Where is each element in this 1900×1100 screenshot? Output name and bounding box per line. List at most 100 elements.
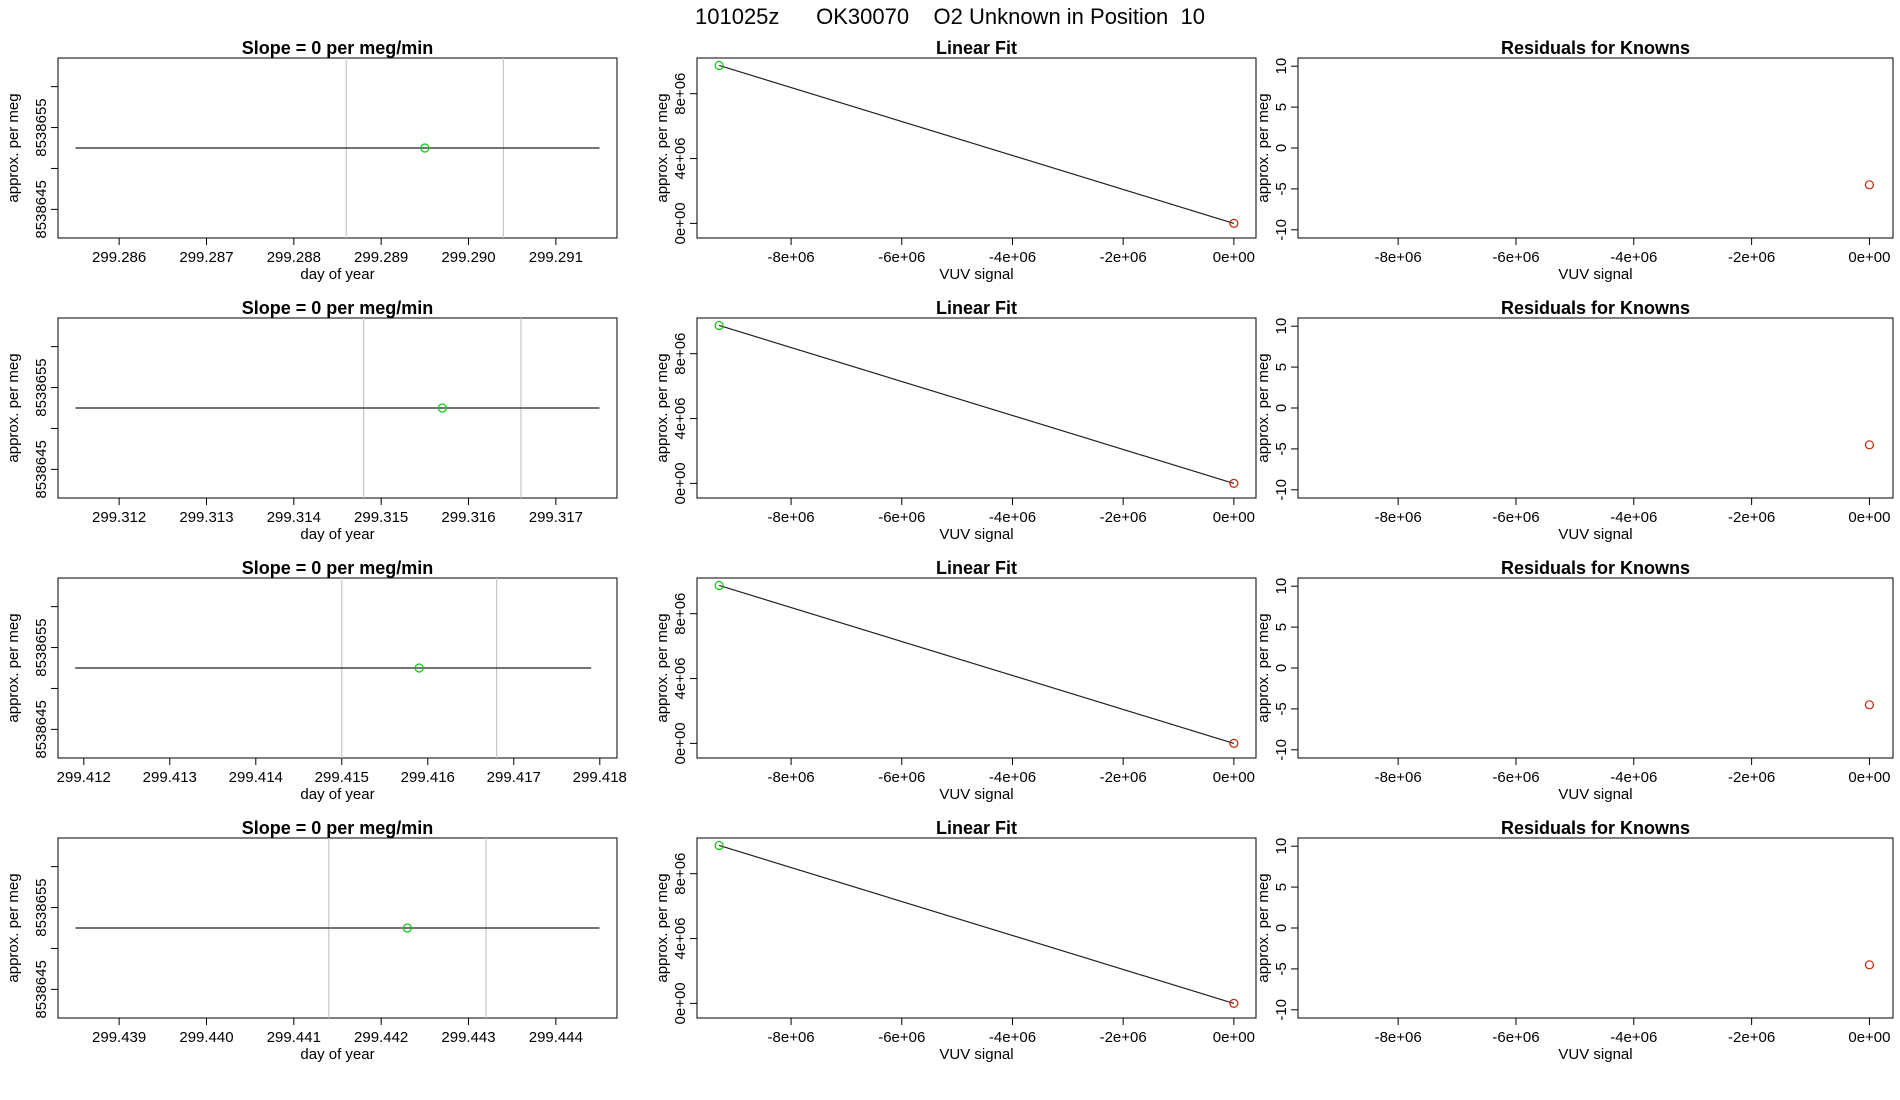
- x-tick-label: 299.288: [267, 249, 321, 266]
- y-tick-label: 8e+06: [672, 73, 689, 115]
- x-axis-label: VUV signal: [1558, 266, 1632, 283]
- plot-frame: [1297, 57, 1894, 239]
- x-tick-label: 0e+00: [1848, 769, 1890, 786]
- x-axis-label: day of year: [300, 1046, 374, 1063]
- chart-panel-linear_fit-row-1: Linear Fit -8e+06 -6e+06 -4e+06 -2e+06 0e+00 0…: [654, 38, 1257, 283]
- x-tick-label: -4e+06: [1610, 249, 1657, 266]
- x-tick-label: 299.442: [354, 1029, 408, 1046]
- y-tick-label: 4e+06: [672, 917, 689, 959]
- x-tick-label: -2e+06: [1100, 1029, 1147, 1046]
- x-tick-label: 299.312: [92, 509, 146, 526]
- x-tick-label: -2e+06: [1100, 509, 1147, 526]
- y-axis-label: approx. per meg: [5, 93, 22, 202]
- chart-title: Linear Fit: [936, 558, 1017, 578]
- x-tick-label: 299.314: [267, 509, 321, 526]
- chart-panel-residuals-row-4: Residuals for Knowns -8e+06 -6e+06 -4e+06 -2…: [1255, 818, 1894, 1063]
- x-tick-label: 299.316: [441, 509, 495, 526]
- y-axis-label: approx. per meg: [5, 613, 22, 722]
- chart-title: Slope = 0 per meg/min: [242, 818, 434, 838]
- unknown-point: [1229, 218, 1239, 229]
- chart-panel-linear_fit-row-3: Linear Fit -8e+06 -6e+06 -4e+06 -2e+06 0e+00 0…: [654, 558, 1257, 803]
- x-tick-label: 299.412: [57, 769, 111, 786]
- y-tick-label: 5: [1273, 363, 1290, 371]
- x-tick-label: -4e+06: [989, 509, 1036, 526]
- chart-panel-residuals-row-3: Residuals for Knowns -8e+06 -6e+06 -4e+06 -2…: [1255, 558, 1894, 803]
- known-point: [414, 663, 424, 673]
- y-tick-label: -10: [1273, 739, 1290, 761]
- x-tick-label: -4e+06: [989, 249, 1036, 266]
- plot-frame: [57, 57, 618, 239]
- x-tick-label: 299.286: [92, 249, 146, 266]
- y-tick-label: 4e+06: [672, 397, 689, 439]
- fit-line: [718, 584, 1235, 744]
- y-axis-label: approx. per meg: [654, 873, 671, 982]
- plot-frame: [696, 317, 1257, 499]
- y-tick-label: 5: [1273, 103, 1290, 111]
- x-tick-label: 299.444: [529, 1029, 583, 1046]
- y-tick-label: -5: [1273, 182, 1290, 195]
- y-tick-label: 8e+06: [672, 853, 689, 895]
- y-tick-label: 8e+06: [672, 593, 689, 635]
- x-tick-label: -6e+06: [1492, 1029, 1539, 1046]
- x-tick-label: 0e+00: [1848, 1029, 1890, 1046]
- plot-frame: [696, 837, 1257, 1019]
- x-tick-label: -8e+06: [1375, 509, 1422, 526]
- x-tick-label: -8e+06: [768, 1029, 815, 1046]
- chart-title: Linear Fit: [936, 38, 1017, 58]
- known-point: [714, 580, 724, 591]
- y-tick-label: 8538655: [33, 98, 50, 156]
- unknown-point: [1229, 998, 1239, 1009]
- x-tick-label: 299.414: [229, 769, 283, 786]
- plot-frame: [1297, 577, 1894, 759]
- y-tick-label: 8e+06: [672, 333, 689, 375]
- y-tick-label: 8538655: [33, 618, 50, 676]
- x-tick-label: 299.441: [267, 1029, 321, 1046]
- x-tick-label: 0e+00: [1213, 509, 1255, 526]
- residual-point: [1864, 960, 1875, 970]
- unknown-point: [1229, 478, 1239, 489]
- x-tick-label: 0e+00: [1848, 249, 1890, 266]
- x-tick-label: 0e+00: [1213, 769, 1255, 786]
- y-tick-label: -10: [1273, 479, 1290, 501]
- x-tick-label: 299.313: [179, 509, 233, 526]
- chart-title: Slope = 0 per meg/min: [242, 38, 434, 58]
- chart-title: Residuals for Knowns: [1501, 38, 1690, 58]
- y-tick-label: -5: [1273, 442, 1290, 455]
- y-axis-label: approx. per meg: [1255, 613, 1272, 722]
- x-tick-label: 299.443: [441, 1029, 495, 1046]
- x-tick-label: 299.416: [401, 769, 455, 786]
- x-tick-label: 0e+00: [1213, 249, 1255, 266]
- x-axis-label: VUV signal: [1558, 526, 1632, 543]
- y-tick-label: 8538645: [33, 700, 50, 758]
- y-axis-label: approx. per meg: [1255, 93, 1272, 202]
- plot-frame: [1297, 837, 1894, 1019]
- known-point: [437, 403, 447, 413]
- page-title: 101025z OK30070 O2 Unknown in Position 1…: [695, 4, 1205, 29]
- chart-title: Linear Fit: [936, 818, 1017, 838]
- x-axis-label: VUV signal: [939, 786, 1013, 803]
- x-axis-label: VUV signal: [1558, 1046, 1632, 1063]
- x-tick-label: -2e+06: [1100, 769, 1147, 786]
- x-tick-label: 299.287: [179, 249, 233, 266]
- x-tick-label: -4e+06: [1610, 1029, 1657, 1046]
- x-tick-label: 299.291: [529, 249, 583, 266]
- x-tick-label: 299.418: [573, 769, 627, 786]
- y-tick-label: 0e+00: [672, 722, 689, 764]
- y-tick-label: 10: [1273, 838, 1290, 855]
- plot-frame: [696, 577, 1257, 759]
- y-tick-label: 8538645: [33, 440, 50, 498]
- y-tick-label: 10: [1273, 578, 1290, 595]
- x-axis-label: VUV signal: [939, 526, 1013, 543]
- x-axis-label: day of year: [300, 526, 374, 543]
- x-tick-label: 299.413: [143, 769, 197, 786]
- residual-point: [1864, 700, 1875, 710]
- x-tick-label: -4e+06: [1610, 769, 1657, 786]
- y-axis-label: approx. per meg: [5, 873, 22, 982]
- y-tick-label: 4e+06: [672, 657, 689, 699]
- y-tick-label: 10: [1273, 58, 1290, 75]
- chart-title: Residuals for Knowns: [1501, 298, 1690, 318]
- y-tick-label: 0e+00: [672, 202, 689, 244]
- chart-grid: Slope = 0 per meg/min 299.286 299.287 299.2…: [5, 38, 1894, 1063]
- chart-title: Slope = 0 per meg/min: [242, 558, 434, 578]
